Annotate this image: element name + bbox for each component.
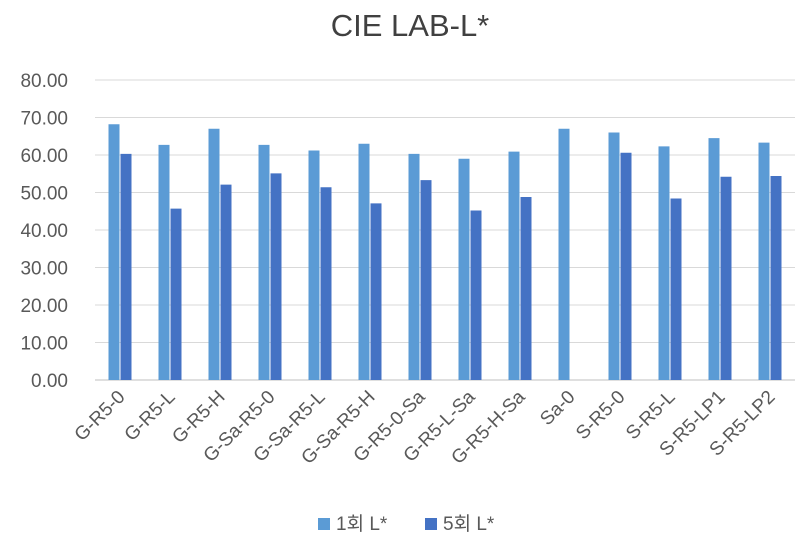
bar	[208, 128, 220, 380]
y-tick-label: 50.00	[20, 184, 68, 205]
bar	[120, 153, 132, 380]
bars	[108, 124, 782, 380]
legend-swatch	[425, 518, 437, 530]
bar	[708, 138, 720, 380]
bar	[220, 184, 232, 380]
bar	[458, 158, 470, 380]
bar	[508, 151, 520, 380]
bar	[420, 180, 432, 380]
legend-swatch	[318, 518, 330, 530]
y-tick-label: 10.00	[20, 334, 68, 355]
bar	[270, 173, 282, 380]
bar	[108, 124, 120, 380]
legend: 1회 L* 5회 L*	[318, 513, 495, 535]
y-tick-label: 40.00	[20, 221, 68, 242]
x-axis-category-labels: G-R5-0G-R5-LG-R5-HG-Sa-R5-0G-Sa-R5-LG-Sa…	[71, 386, 780, 468]
bar	[170, 208, 182, 380]
legend-label: 1회 L*	[336, 513, 388, 535]
bar	[620, 152, 632, 380]
bar	[608, 132, 620, 380]
legend-label: 5회 L*	[443, 513, 495, 535]
y-tick-label: 80.00	[20, 71, 68, 92]
bar	[158, 144, 170, 380]
bar	[470, 210, 482, 380]
bar	[370, 203, 382, 380]
bar	[770, 176, 782, 380]
bar	[320, 187, 332, 380]
bar	[720, 176, 732, 380]
x-tick-label: S-R5-0	[572, 387, 629, 444]
bar	[520, 197, 532, 380]
y-tick-label: 0.00	[31, 371, 68, 392]
bar	[408, 153, 420, 380]
bar	[670, 198, 682, 380]
y-tick-label: 70.00	[20, 109, 68, 130]
x-tick-label: G-R5-0	[71, 387, 130, 446]
y-tick-label: 60.00	[20, 146, 68, 167]
bar	[358, 143, 370, 380]
y-tick-label: 30.00	[20, 259, 68, 280]
bar	[258, 144, 270, 380]
y-axis-tick-labels: 0.00 10.00 20.00 30.00 40.00 50.00 60.00 70.00 8…	[20, 71, 68, 392]
chart-title: CIE LAB-L*	[331, 8, 490, 43]
x-tick-label: Sa-0	[536, 387, 579, 430]
bar	[308, 150, 320, 380]
y-tick-label: 20.00	[20, 296, 68, 317]
bar	[558, 128, 570, 380]
bar	[758, 142, 770, 380]
bar	[658, 146, 670, 380]
x-tick-label: G-R5-L	[121, 387, 180, 446]
gridlines	[95, 79, 795, 381]
